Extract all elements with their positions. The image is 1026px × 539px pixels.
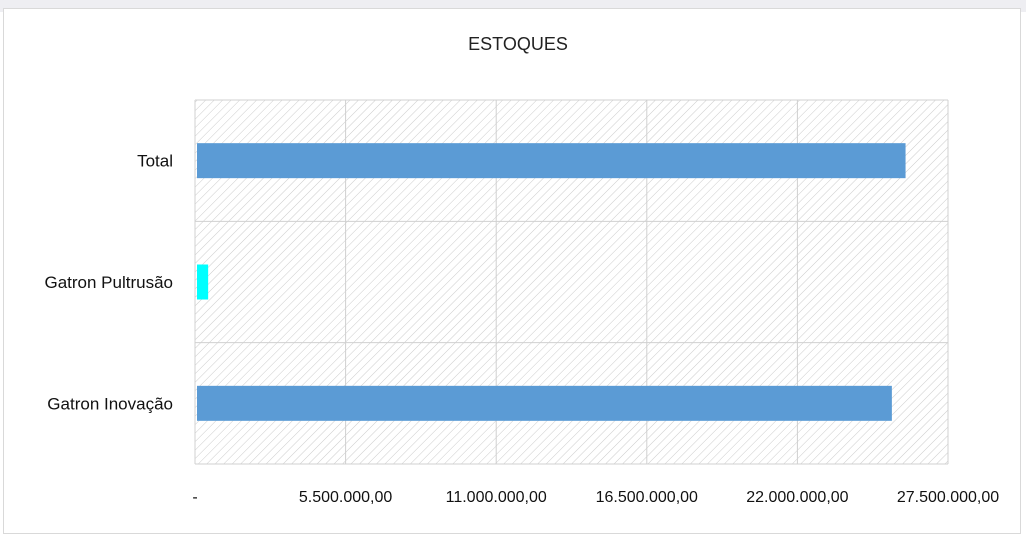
chart-title: ESTOQUES — [468, 34, 568, 54]
tick-label-3: 16.500.000,00 — [596, 489, 698, 506]
category-label-2: Total — [137, 152, 173, 171]
tick-label-0: - — [192, 489, 197, 506]
bar-1 — [197, 264, 209, 300]
bars — [197, 143, 906, 421]
tick-label-1: 5.500.000,00 — [299, 489, 393, 506]
bar-0 — [197, 385, 892, 421]
category-labels: Gatron Inovação Gatron Pultrusão Total — [44, 152, 173, 414]
tick-label-5: 27.500.000,00 — [897, 489, 999, 506]
tick-label-4: 22.000.000,00 — [746, 489, 848, 506]
category-label-1: Gatron Pultrusão — [44, 273, 173, 292]
tick-label-2: 11.000.000,00 — [446, 489, 547, 506]
tick-labels: - 5.500.000,00 11.000.000,00 16.500.000,00 2… — [192, 489, 999, 506]
bar-2 — [197, 143, 906, 179]
category-label-0: Gatron Inovação — [47, 394, 173, 413]
